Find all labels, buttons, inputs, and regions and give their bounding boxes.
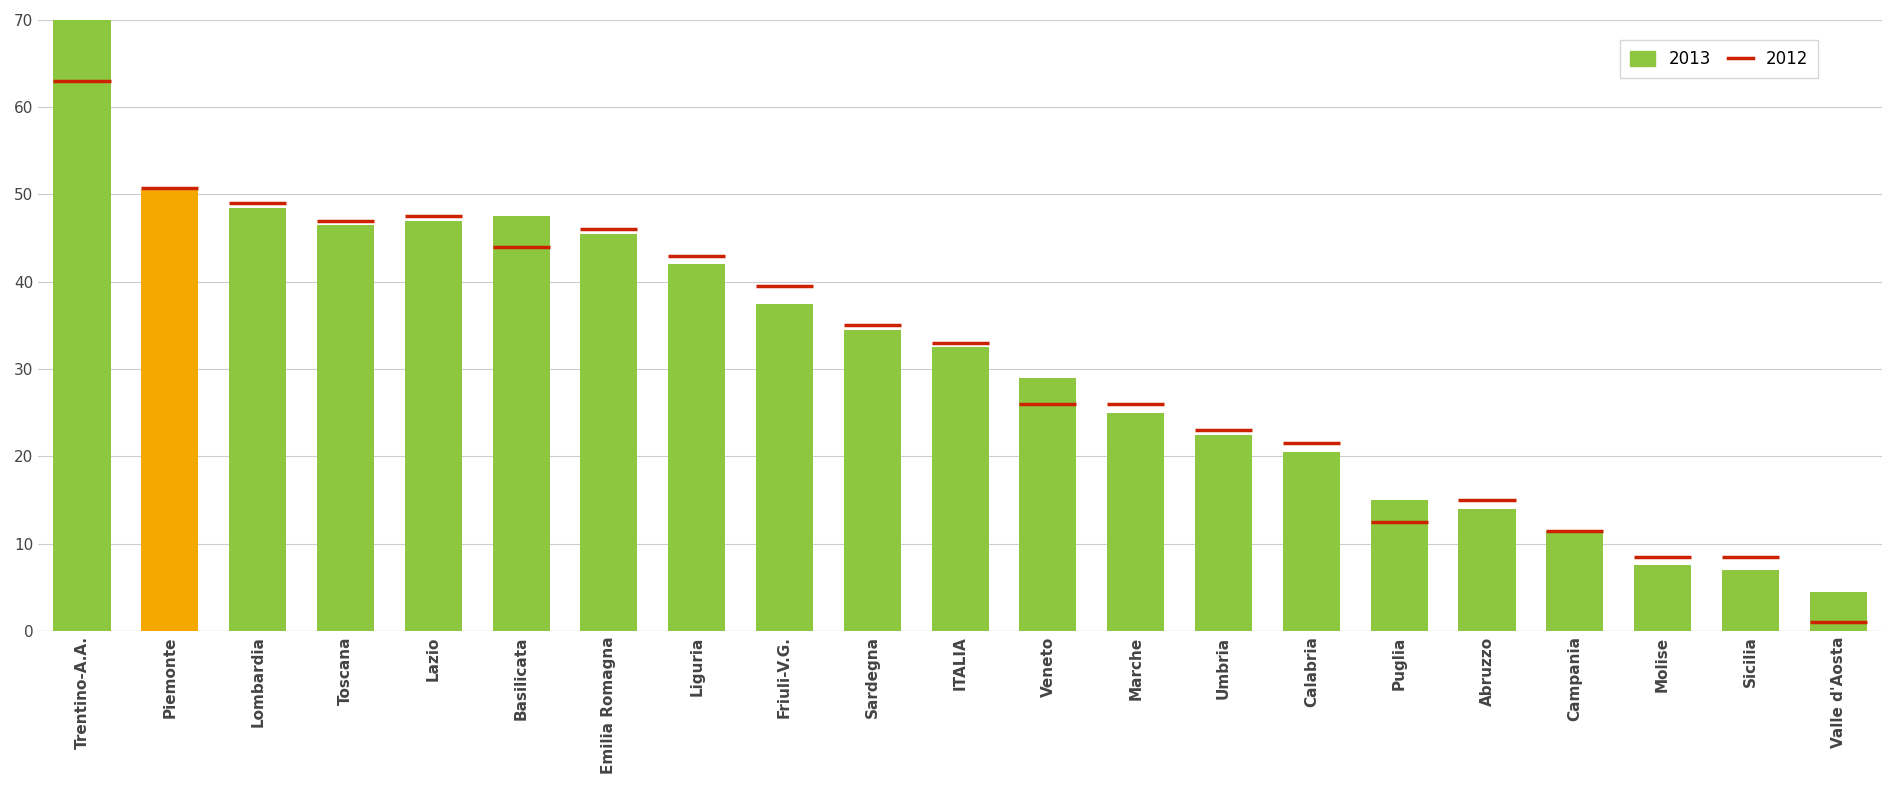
- Bar: [757, 303, 813, 631]
- Bar: [844, 329, 901, 631]
- Bar: [229, 207, 286, 631]
- Bar: [493, 216, 550, 631]
- Bar: [142, 190, 199, 631]
- Bar: [580, 234, 637, 631]
- Bar: [1194, 434, 1251, 631]
- Bar: [53, 20, 110, 631]
- Bar: [1722, 570, 1778, 631]
- Legend: 2013, 2012: 2013, 2012: [1621, 40, 1818, 79]
- Bar: [1547, 530, 1604, 631]
- Bar: [931, 348, 988, 631]
- Bar: [1371, 500, 1428, 631]
- Bar: [1284, 452, 1340, 631]
- Bar: [317, 225, 374, 631]
- Bar: [1458, 509, 1515, 631]
- Bar: [1107, 413, 1164, 631]
- Bar: [1634, 566, 1691, 631]
- Bar: [1809, 592, 1868, 631]
- Bar: [404, 221, 463, 631]
- Bar: [667, 264, 726, 631]
- Bar: [1020, 377, 1077, 631]
